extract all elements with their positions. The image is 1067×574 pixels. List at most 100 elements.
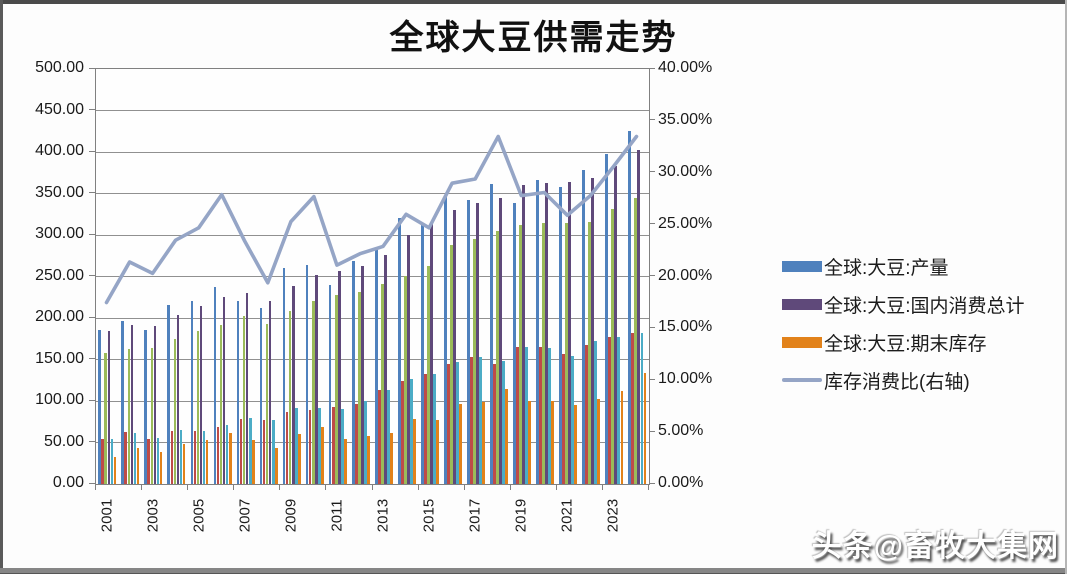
bar (493, 363, 496, 484)
bar (294, 408, 298, 484)
bar (574, 405, 578, 484)
ratio-line-svg (104, 134, 639, 305)
y-axis-left-label: 100.00 (35, 391, 84, 408)
bar (559, 186, 562, 484)
y-axis-left-label: 200.00 (35, 308, 84, 325)
bar (597, 399, 601, 484)
bar (450, 244, 453, 484)
bar (562, 353, 565, 484)
bar-group (257, 69, 280, 484)
bar-group (188, 69, 211, 484)
bar (420, 224, 424, 484)
bar (317, 407, 321, 484)
y-axis-left-tick (89, 358, 95, 359)
bar (539, 347, 542, 484)
frame-border-top (0, 0, 1067, 4)
y-axis-right-tick (649, 67, 655, 69)
bar (173, 338, 177, 484)
bar (98, 330, 102, 484)
y-axis-right-tick (649, 171, 655, 173)
y-axis-right-tick (649, 275, 655, 276)
bar (404, 275, 407, 484)
bar (360, 265, 364, 484)
legend-bar-swatch (782, 298, 822, 310)
bar (640, 332, 644, 484)
y-axis-right-tick (649, 482, 655, 484)
bar-group (626, 69, 649, 484)
bar (219, 325, 223, 484)
legend: 全球:大豆:产量 全球:大豆:国内消费总计 全球:大豆:期末库存 库存消费比(右轴) (782, 247, 1025, 399)
bar (331, 406, 335, 484)
bar (213, 287, 217, 484)
y-axis-right-tick (649, 119, 655, 121)
y-axis-left-tick (89, 482, 95, 484)
legend-label: 库存消费比(右轴) (824, 371, 970, 393)
bar (548, 347, 552, 484)
bar (637, 150, 641, 484)
bar (536, 180, 539, 484)
bar (628, 131, 631, 484)
x-axis-tick (95, 484, 96, 490)
bar (205, 440, 209, 484)
bar (410, 379, 413, 484)
bar (436, 420, 439, 484)
bar-group (326, 69, 349, 484)
legend-item: 全球:大豆:国内消费总计 (782, 285, 1025, 323)
x-axis-tick (279, 484, 281, 490)
bar (453, 210, 456, 484)
bar (443, 195, 447, 484)
bar (467, 200, 470, 484)
bar (357, 292, 361, 484)
x-axis-label: 2013 (374, 498, 392, 533)
x-axis-label: 2003 (144, 498, 162, 533)
bar (473, 239, 476, 484)
bar (643, 372, 647, 484)
bar-group (557, 69, 580, 484)
bar (479, 357, 482, 484)
y-axis-right-label: 20.00% (658, 266, 713, 284)
bar (274, 448, 278, 484)
bar (591, 177, 595, 484)
bar (236, 300, 240, 484)
y-axis-left-tick (89, 399, 95, 401)
bar (582, 170, 585, 484)
bar (179, 430, 183, 484)
x-axis-tick (509, 484, 511, 490)
bar (588, 221, 592, 484)
bar (525, 347, 528, 484)
bar (344, 439, 347, 484)
y-axis-left-label: 450.00 (35, 100, 84, 118)
grid-line (96, 317, 649, 319)
y-axis-left-tick (89, 441, 95, 442)
x-axis-tick (371, 484, 373, 490)
bar (387, 390, 390, 484)
bar (614, 166, 618, 484)
legend-item: 全球:大豆:产量 (782, 247, 1025, 285)
bar (101, 439, 105, 484)
bar (176, 314, 180, 484)
bar-group (534, 69, 557, 484)
bar (159, 452, 163, 484)
bar (288, 310, 292, 484)
bar (228, 432, 232, 484)
plot-area (95, 68, 650, 485)
grid-line (96, 276, 649, 277)
y-axis-left-tick (89, 316, 95, 318)
bar (259, 308, 263, 484)
y-axis-left-tick (89, 275, 95, 276)
bar (459, 404, 462, 484)
legend-label: 全球:大豆:国内消费总计 (824, 295, 1025, 317)
bar (427, 265, 430, 484)
bar-group (211, 69, 234, 484)
y-axis-left-label: 250.00 (35, 266, 84, 284)
x-axis-tick (555, 484, 557, 490)
bar (297, 434, 301, 484)
bar-group (96, 69, 119, 484)
bar (265, 323, 269, 484)
bar (340, 409, 344, 484)
x-axis-tick (648, 484, 649, 490)
y-axis-left-label: 400.00 (35, 142, 84, 159)
y-axis-left-label: 0.00 (52, 474, 84, 491)
bar (407, 235, 410, 484)
